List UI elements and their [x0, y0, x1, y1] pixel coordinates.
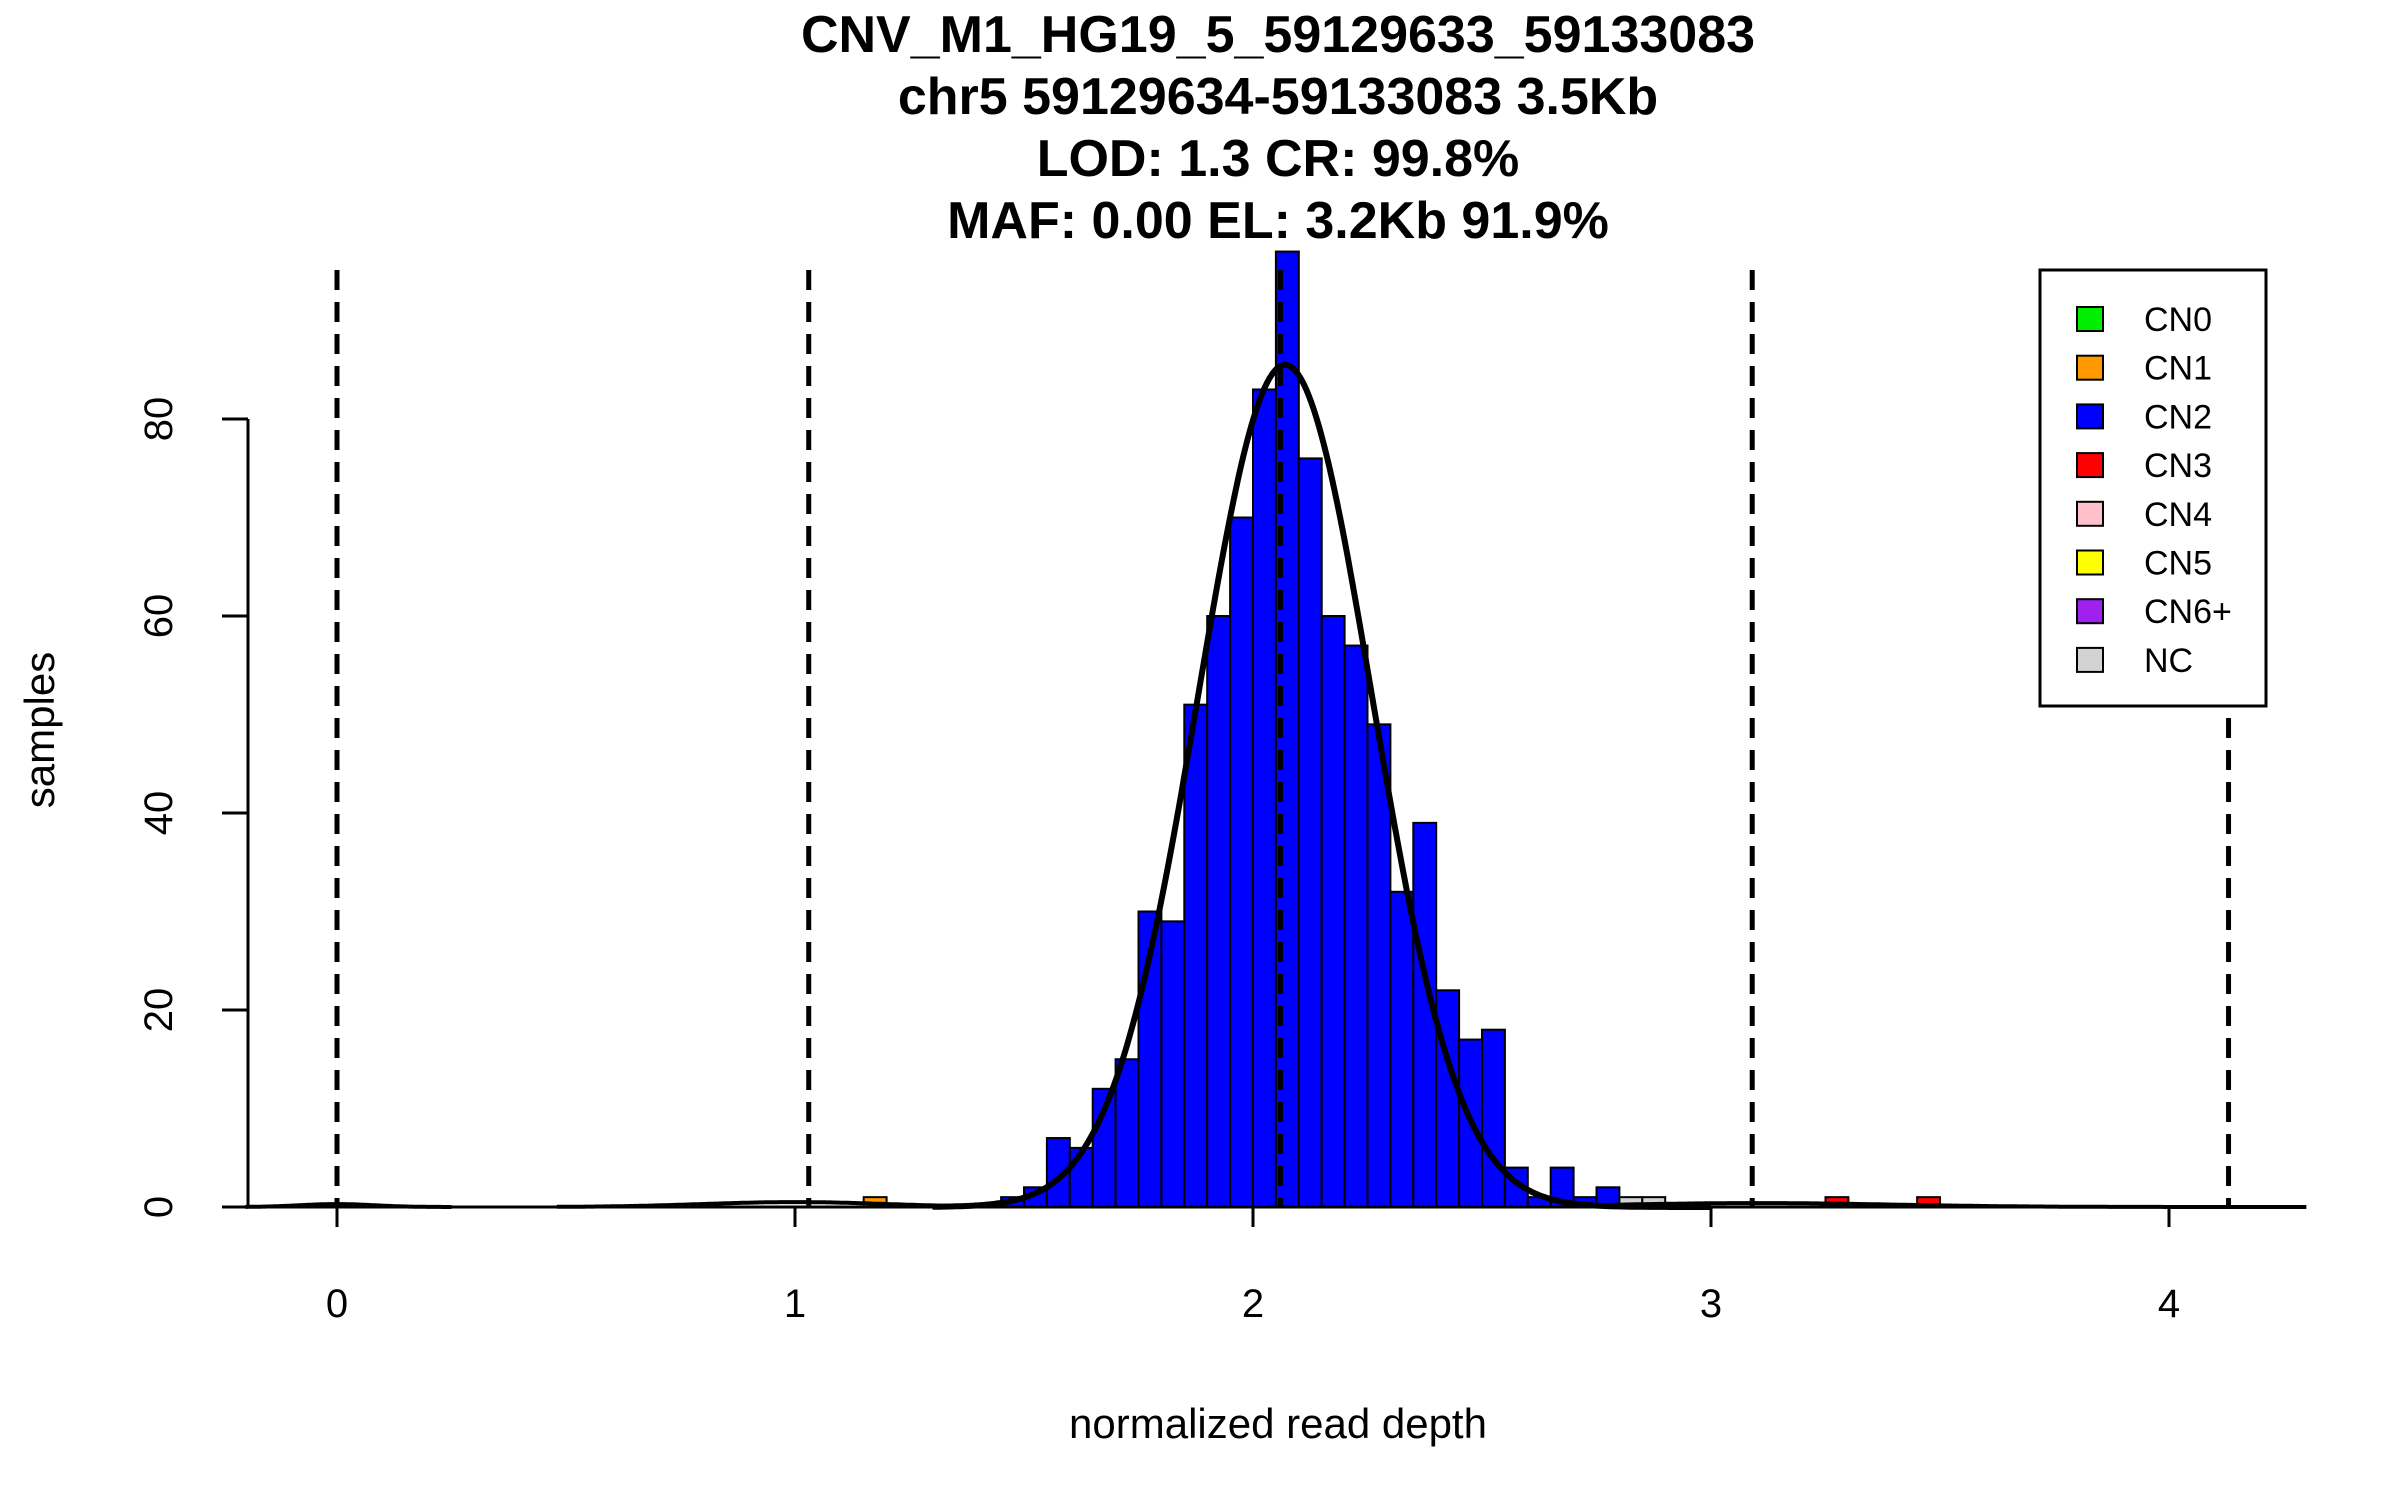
legend-label: CN0: [2144, 301, 2212, 339]
legend-label: CN1: [2144, 350, 2212, 388]
legend-swatch: [2076, 598, 2104, 625]
legend-label: NC: [2144, 642, 2193, 680]
x-tick-label: 1: [784, 1282, 806, 1326]
histogram-bar: [1389, 890, 1415, 1208]
histogram-bars: [862, 250, 1941, 1209]
y-axis-label: samples: [16, 652, 63, 808]
histogram-bar: [1114, 1058, 1140, 1208]
y-tick-label: 0: [137, 1196, 181, 1218]
histogram-bar: [1183, 703, 1209, 1209]
x-tick-label: 4: [2158, 1282, 2180, 1326]
histogram-bar: [1160, 920, 1186, 1208]
legend-box: [2038, 268, 2268, 708]
chart-title: CNV_M1_HG19_5_59129633_59133083 chr5 591…: [801, 6, 1755, 250]
title-line-3: LOD: 1.3 CR: 99.8%: [1037, 130, 1520, 188]
legend-swatch: [2076, 646, 2104, 673]
title-line-2: chr5 59129634-59133083 3.5Kb: [898, 68, 1658, 126]
legend-label: CN5: [2144, 545, 2212, 583]
histogram-bar: [1297, 457, 1323, 1208]
x-tick-label: 3: [1700, 1282, 1722, 1326]
histogram-bar: [1343, 644, 1369, 1208]
title-line-1: CNV_M1_HG19_5_59129633_59133083: [801, 6, 1755, 64]
y-tick-label: 80: [137, 397, 181, 442]
legend-label: CN4: [2144, 496, 2212, 534]
y-tick-label: 40: [137, 791, 181, 836]
legend-label: CN2: [2144, 398, 2212, 436]
legend-swatch: [2076, 500, 2104, 527]
y-tick-label: 60: [137, 594, 181, 639]
histogram-bar: [1206, 615, 1232, 1208]
x-tick-label: 2: [1242, 1282, 1264, 1326]
x-tick-label: 0: [326, 1282, 348, 1326]
legend-swatch: [2076, 549, 2104, 576]
histogram-bar: [1229, 516, 1254, 1208]
threshold-lines: [334, 270, 2232, 1207]
legend-swatch: [2076, 306, 2104, 332]
y-tick-label: 20: [137, 988, 181, 1033]
histogram-bar: [1320, 615, 1346, 1208]
histogram-bar: [1252, 388, 1277, 1208]
histogram-bar: [1481, 1028, 1506, 1208]
legend-swatch: [2076, 452, 2104, 479]
legend-label: CN6+: [2144, 593, 2232, 631]
legend-label: CN3: [2144, 447, 2212, 485]
legend-swatch: [2076, 354, 2104, 381]
title-line-4: MAF: 0.00 EL: 3.2Kb 91.9%: [947, 192, 1609, 250]
legend: CN0 CN1 CN2 CN3 CN4 CN5 CN6+ NC: [2038, 268, 2268, 708]
x-axis-label: normalized read depth: [1069, 1400, 1487, 1447]
legend-swatch: [2076, 403, 2104, 430]
